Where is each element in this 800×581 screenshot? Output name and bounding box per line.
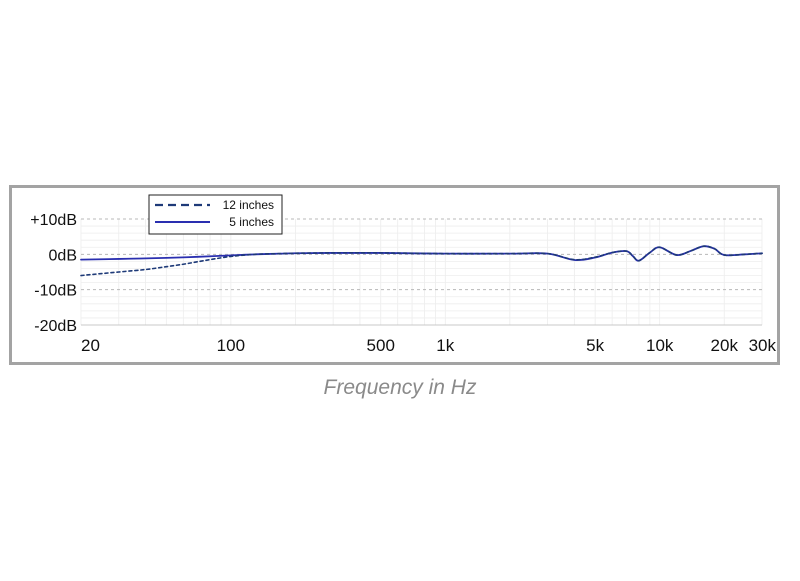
legend-box xyxy=(148,194,283,235)
x-tick-label: 10k xyxy=(646,336,674,355)
y-tick-labels: +10dB 0dB -10dB -20dB xyxy=(30,212,77,335)
chart-frame: +10dB 0dB -10dB -20dB 20 100 500 1k 5k 10k 20k 30k… xyxy=(9,185,780,365)
x-axis-label: Frequency in Hz xyxy=(323,376,477,399)
frequency-response-plot: +10dB 0dB -10dB -20dB 20 100 500 1k 5k 10k 20k 30k… xyxy=(30,194,776,355)
x-tick-label: 20k xyxy=(711,336,739,355)
x-tick-label: 30k xyxy=(749,336,777,355)
y-tick-label: -20dB xyxy=(34,318,77,335)
y-tick-label: +10dB xyxy=(30,212,77,229)
legend: 12 inches 5 inches xyxy=(148,194,283,235)
x-tick-labels: 20 100 500 1k 5k 10k 20k 30k xyxy=(81,336,776,355)
y-tick-label: -10dB xyxy=(34,283,77,300)
grid xyxy=(80,218,763,326)
y-tick-label: 0dB xyxy=(49,247,77,264)
x-tick-label: 1k xyxy=(436,336,454,355)
legend-label-12-inches: 12 inches xyxy=(223,198,274,212)
series-line-12-inches xyxy=(80,245,763,277)
x-tick-label: 5k xyxy=(586,336,604,355)
series-lines xyxy=(80,245,763,277)
legend-label-5-inches: 5 inches xyxy=(229,215,274,229)
x-tick-label: 500 xyxy=(367,336,395,355)
x-tick-label: 20 xyxy=(81,336,100,355)
x-tick-label: 100 xyxy=(217,336,245,355)
